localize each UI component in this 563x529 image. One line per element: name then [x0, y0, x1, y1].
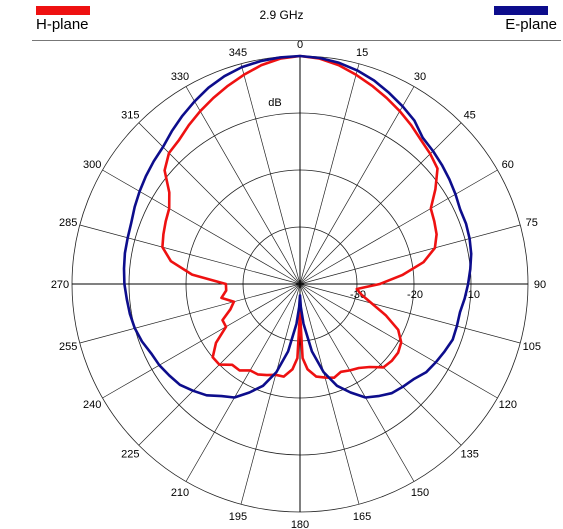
grid-spoke: [138, 122, 301, 285]
h-plane-legend-label: H-plane: [36, 16, 89, 33]
radial-unit-label: dB: [268, 97, 281, 109]
grid-spoke: [299, 63, 360, 285]
radial-tick-label: -20: [407, 289, 423, 301]
grid-spoke: [299, 283, 498, 399]
angle-tick-label: 345: [229, 47, 247, 59]
grid-spoke: [185, 86, 301, 285]
grid-spoke: [185, 283, 301, 482]
angle-tick-label: 90: [534, 279, 546, 291]
grid-spoke: [299, 283, 360, 505]
angle-tick-label: 195: [229, 511, 247, 523]
angle-tick-label: 30: [414, 71, 426, 83]
h-plane-legend-swatch: [36, 6, 90, 15]
angle-tick-label: 315: [121, 109, 139, 121]
grid-spoke: [240, 283, 301, 505]
e-plane-pattern-line: [122, 54, 473, 399]
angle-tick-label: 60: [502, 159, 514, 171]
grid-spoke: [299, 283, 462, 446]
angle-tick-label: 330: [171, 71, 189, 83]
grid-spoke: [299, 283, 521, 344]
angle-tick-label: 15: [356, 47, 368, 59]
angle-tick-label: 0: [297, 39, 303, 51]
header-rule: [32, 40, 561, 41]
grid-spoke: [299, 283, 415, 482]
grid-spoke: [102, 169, 301, 285]
angle-tick-label: 285: [59, 217, 77, 229]
angle-tick-label: 135: [461, 449, 479, 461]
grid-spoke: [79, 224, 301, 285]
grid-spoke: [299, 86, 415, 285]
angle-tick-label: 165: [353, 511, 371, 523]
grid-spoke: [299, 224, 521, 285]
angle-tick-label: 255: [59, 341, 77, 353]
angle-tick-label: 270: [51, 279, 69, 291]
angle-tick-label: 180: [291, 519, 309, 529]
angle-tick-label: 45: [464, 109, 476, 121]
angle-tick-label: 210: [171, 487, 189, 499]
angle-tick-label: 300: [83, 159, 101, 171]
chart-title: 2.9 GHz: [259, 8, 304, 22]
grid-spoke: [299, 169, 498, 285]
h-plane-pattern-line: [161, 54, 439, 379]
angle-tick-label: 150: [411, 487, 429, 499]
angle-tick-label: 225: [121, 449, 139, 461]
radial-tick-label: -30: [350, 289, 366, 301]
angle-tick-label: 120: [499, 399, 517, 411]
grid-spoke: [299, 122, 462, 285]
grid-spoke: [79, 283, 301, 344]
grid-spoke: [102, 283, 301, 399]
radial-tick-label: -10: [464, 289, 480, 301]
grid-spoke: [240, 63, 301, 285]
angle-tick-label: 75: [526, 217, 538, 229]
angle-tick-label: 240: [83, 399, 101, 411]
e-plane-legend-swatch: [494, 6, 548, 15]
chart-header: H-plane 2.9 GHz E-plane: [0, 0, 563, 44]
angle-tick-label: 105: [523, 341, 541, 353]
e-plane-legend-label: E-plane: [505, 16, 557, 33]
